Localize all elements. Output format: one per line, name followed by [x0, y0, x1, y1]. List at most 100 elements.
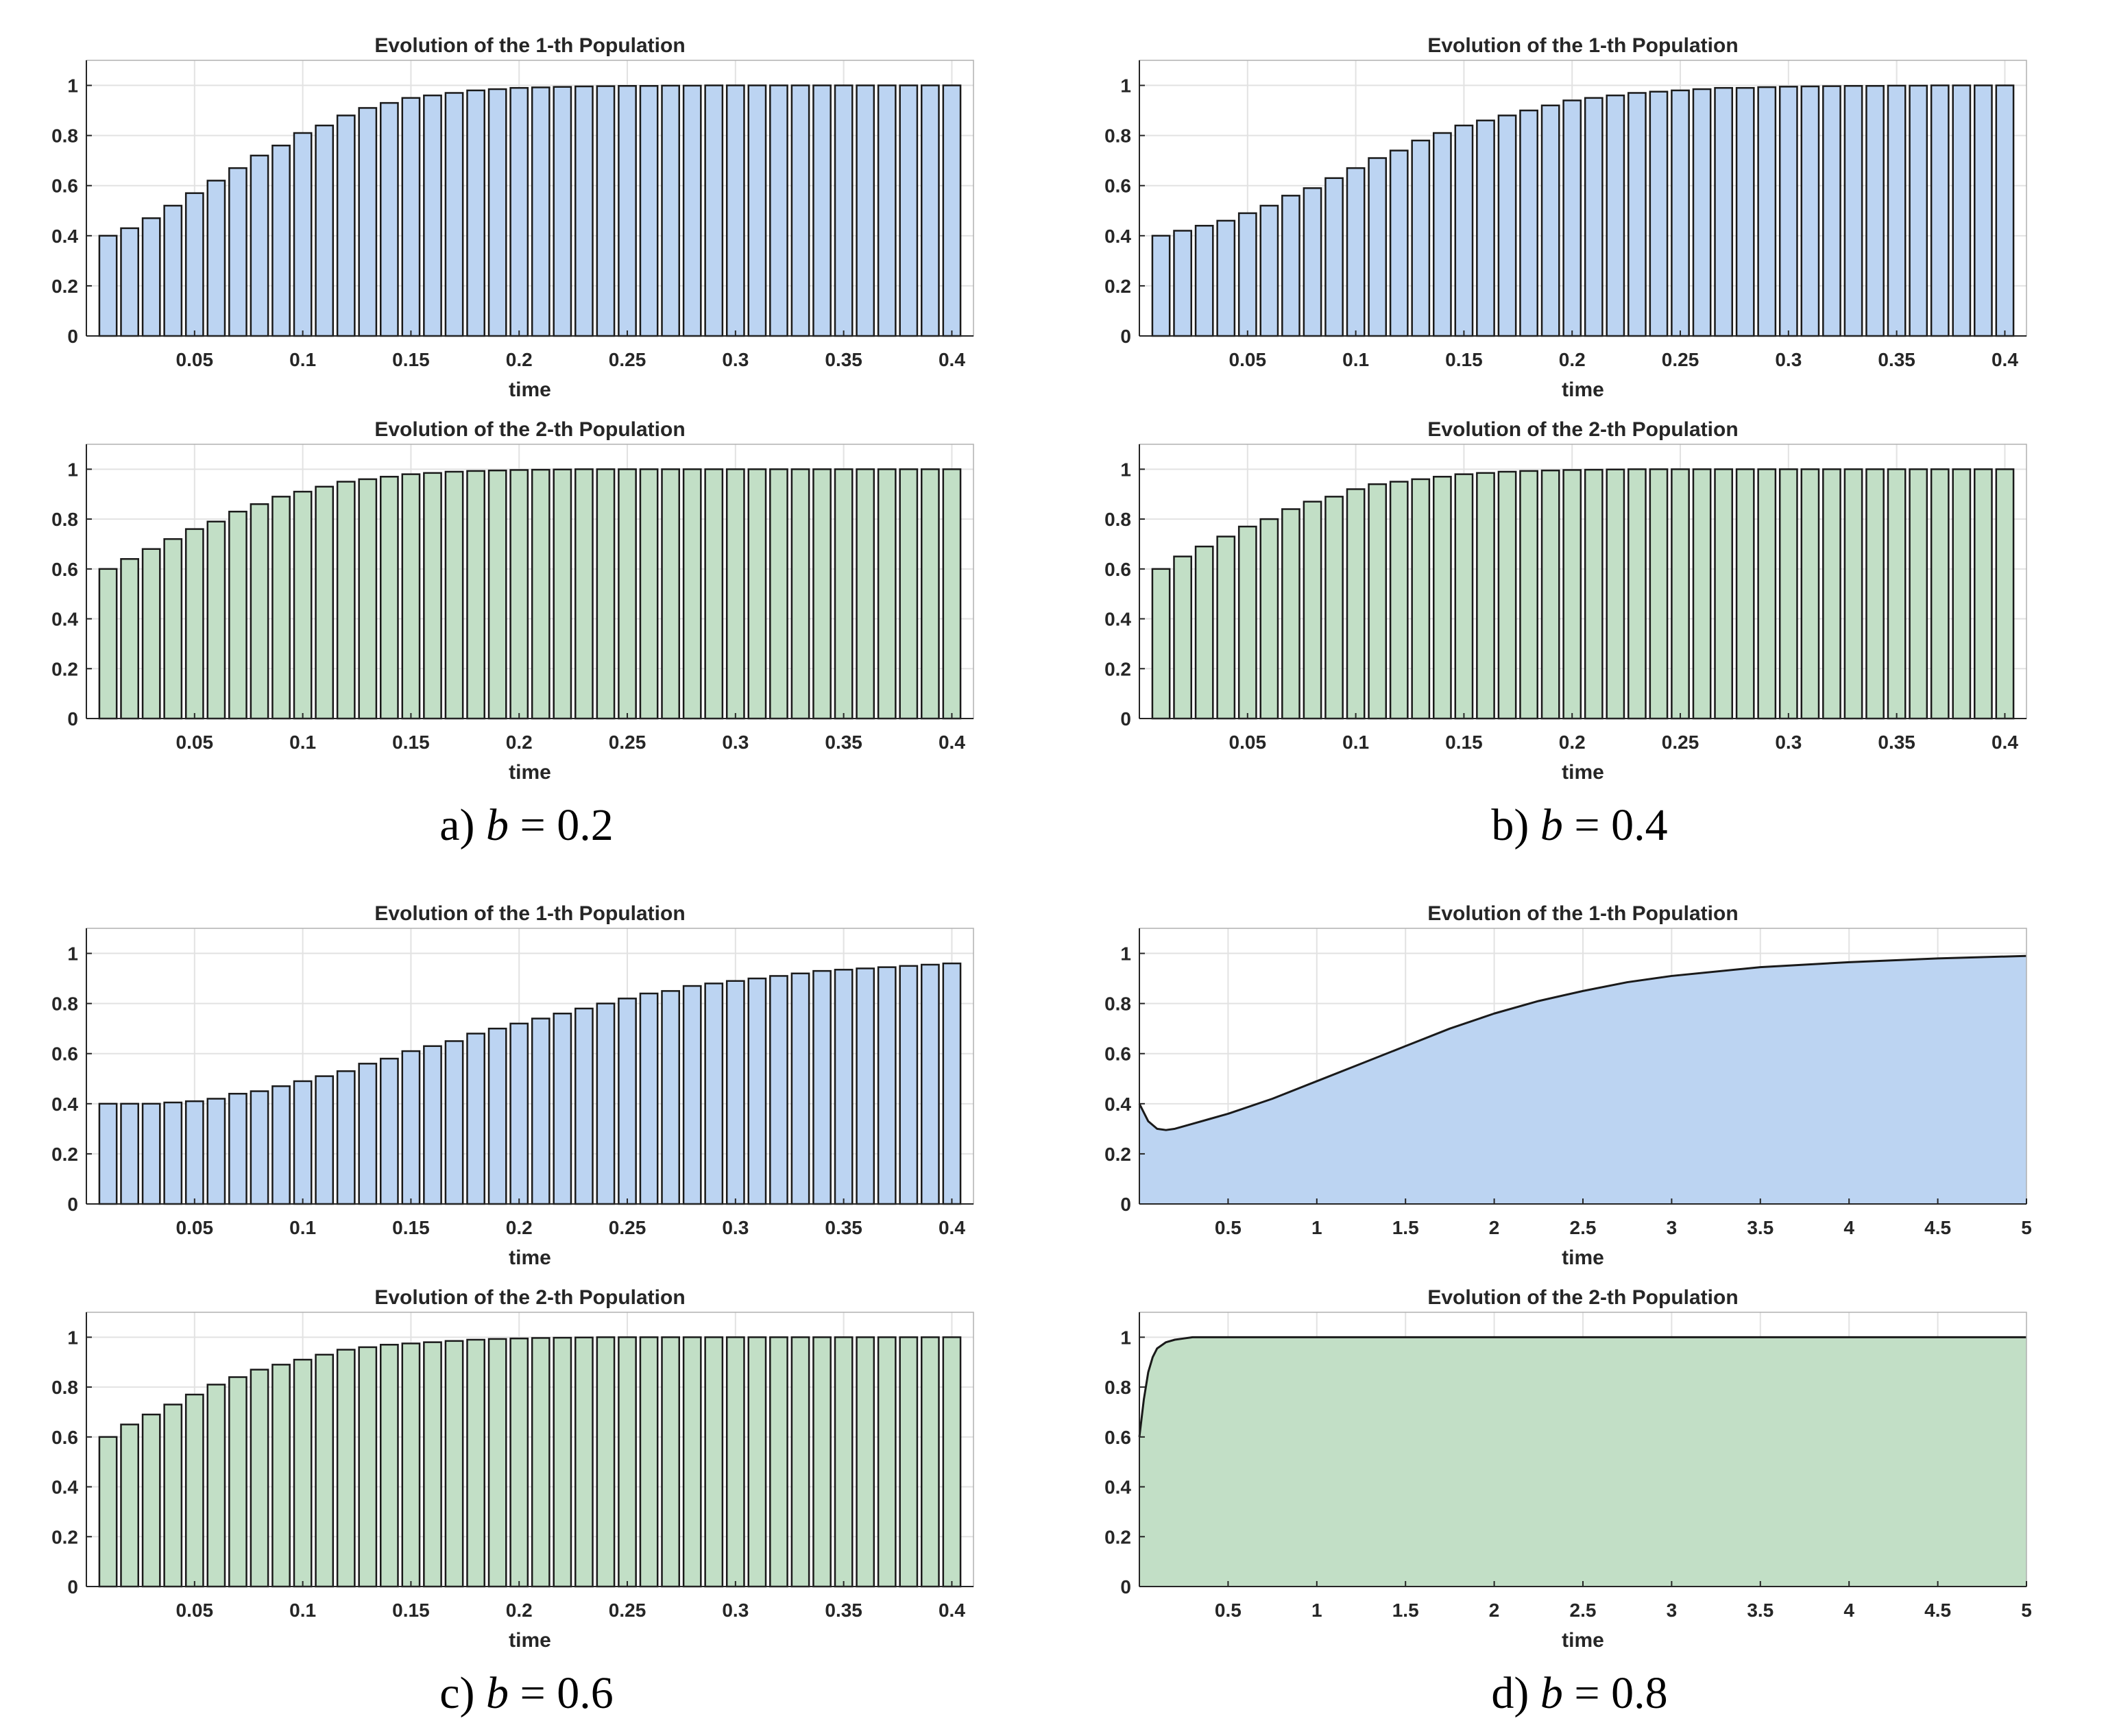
- bar: [1540, 469, 1560, 720]
- bar: [747, 977, 767, 1205]
- bar: [293, 1080, 313, 1205]
- series-line: [1138, 1336, 2026, 1437]
- bar: [1671, 89, 1690, 337]
- x-tick-label: 0.15: [392, 349, 430, 370]
- bar: [769, 1336, 788, 1588]
- bar: [509, 1022, 529, 1205]
- bar: [206, 1098, 226, 1205]
- chart-title: Evolution of the 1-th Population: [374, 34, 685, 57]
- bar: [1800, 85, 1820, 337]
- bar: [596, 85, 616, 337]
- x-tick-label: 0.4: [939, 349, 965, 370]
- x-axis-label: time: [509, 1629, 551, 1652]
- bar: [250, 1369, 269, 1588]
- bar: [1303, 501, 1322, 720]
- bar: [1237, 525, 1257, 720]
- bar: [358, 107, 378, 337]
- chart-a-2: 0 0.2 0.4 0.6 0.8 1 0.05 0.1 0.15 0.2 0.25 0.3 0.35 0…: [51, 418, 974, 784]
- x-axis-label: time: [509, 761, 551, 784]
- bar: [1822, 85, 1841, 337]
- bar: [271, 145, 291, 337]
- bar: [184, 192, 204, 337]
- bar: [661, 1336, 681, 1588]
- bar: [834, 468, 854, 720]
- x-tick-label: 0.35: [1878, 732, 1915, 753]
- bar: [856, 468, 875, 720]
- bar: [1606, 94, 1625, 337]
- x-tick-label: 0.35: [825, 349, 862, 370]
- chart-d-1: 0 0.2 0.4 0.6 0.8 1 0.5 1 1.5 2 2.5 3 3.5 4 4.5 5 Evolut…: [1104, 902, 2032, 1269]
- x-tick-label: 0.05: [1229, 732, 1267, 753]
- bar: [834, 84, 854, 337]
- bar: [921, 84, 940, 337]
- bar: [574, 1336, 594, 1588]
- y-tick-label: 1: [67, 1327, 78, 1348]
- bar: [769, 468, 788, 720]
- x-tick-label: 0.35: [825, 1600, 862, 1621]
- bar: [1757, 86, 1777, 337]
- bar: [1887, 468, 1907, 720]
- chart-title: Evolution of the 1-th Population: [1427, 902, 1738, 925]
- bar: [401, 97, 421, 337]
- y-tick-label: 0.2: [51, 658, 78, 679]
- bar: [423, 1045, 442, 1205]
- y-tick-label: 0.8: [51, 1377, 78, 1398]
- bar: [1843, 468, 1863, 720]
- bar: [1497, 114, 1517, 337]
- bar: [206, 520, 226, 720]
- caption-variable: b: [1540, 1668, 1563, 1718]
- x-tick-label: 0.05: [176, 1600, 214, 1621]
- x-tick-label: 0.1: [289, 1217, 316, 1238]
- bar: [379, 1057, 399, 1205]
- x-tick-label: 0.15: [392, 1217, 430, 1238]
- panel-b: 0 0.2 0.4 0.6 0.8 1 0.05 0.1 0.15 0.2 0.25 0.3 0.35 0…: [1053, 0, 2106, 868]
- bar: [141, 1413, 161, 1588]
- bar: [379, 101, 399, 337]
- caption-prefix: a): [439, 800, 487, 850]
- bar: [466, 89, 485, 337]
- bar: [184, 1100, 204, 1205]
- bar: [141, 217, 161, 337]
- bar: [553, 468, 572, 720]
- bar: [120, 558, 139, 720]
- bar: [747, 468, 767, 720]
- bar: [1259, 518, 1279, 720]
- y-tick-label: 0: [1120, 1576, 1131, 1598]
- x-tick-label: 0.1: [289, 349, 316, 370]
- y-tick-label: 0.8: [51, 509, 78, 530]
- chart-title: Evolution of the 2-th Population: [374, 418, 685, 441]
- bar: [618, 85, 637, 337]
- y-tick-label: 0.6: [1104, 559, 1131, 580]
- x-tick-label: 0.25: [1662, 349, 1699, 370]
- bar: [315, 124, 335, 337]
- bar: [639, 1336, 659, 1588]
- bar: [1843, 85, 1863, 337]
- bar: [877, 84, 897, 337]
- y-tick-label: 0: [1120, 708, 1131, 730]
- caption-value: = 0.6: [509, 1668, 614, 1718]
- bar: [1627, 468, 1647, 720]
- bar: [1303, 187, 1322, 337]
- bar: [163, 204, 183, 337]
- bar: [1173, 555, 1192, 720]
- bar: [1476, 472, 1495, 720]
- bar: [1389, 149, 1409, 337]
- bar: [574, 85, 594, 337]
- bar: [531, 468, 550, 720]
- bar: [487, 1338, 507, 1588]
- bar: [336, 114, 356, 337]
- bar: [790, 468, 810, 720]
- bar: [661, 468, 681, 720]
- x-tick-label: 0.2: [506, 1600, 533, 1621]
- x-tick-label: 0.05: [1229, 349, 1267, 370]
- y-tick-label: 0.8: [51, 993, 78, 1015]
- bar: [1281, 508, 1300, 720]
- bar: [682, 1336, 702, 1588]
- bar: [1778, 86, 1798, 337]
- bar: [444, 1340, 464, 1588]
- bar: [315, 1353, 335, 1588]
- bar: [1865, 85, 1885, 337]
- bar: [921, 1336, 940, 1588]
- x-axis-label: time: [1562, 761, 1604, 784]
- y-tick-label: 0.2: [1104, 1526, 1131, 1547]
